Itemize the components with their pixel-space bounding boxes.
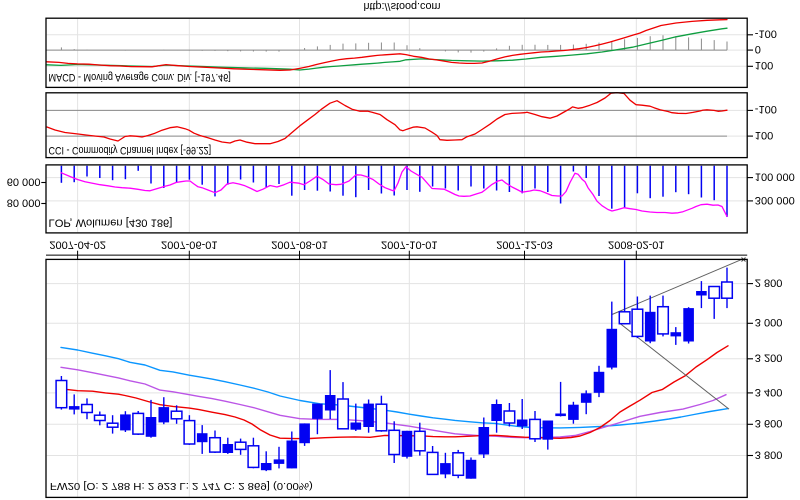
svg-text:0: 0 [755,43,761,55]
svg-text:LOP, Wolumen [430 186]: LOP, Wolumen [430 186] [49,216,173,228]
svg-text:3 200: 3 200 [755,352,783,364]
svg-text:100: 100 [755,129,773,141]
svg-text:2007-04-02: 2007-04-02 [49,238,106,250]
svg-text:FW20 [O: 2 788 H: 2 923 L: 2: FW20 [O: 2 788 H: 2 923 L: 2 747 C: 2 86… [50,480,313,491]
svg-text:3 400: 3 400 [755,386,783,398]
svg-text:60 000: 60 000 [7,175,41,187]
svg-text:3 800: 3 800 [755,448,783,460]
svg-text:http://stooq.com: http://stooq.com [364,0,441,12]
svg-text:100 000: 100 000 [755,170,795,182]
svg-text:3 000: 3 000 [755,316,783,328]
svg-text:2007-06-01: 2007-06-01 [161,238,218,250]
svg-text:300 000: 300 000 [755,194,795,206]
svg-text:2008-02-01: 2008-02-01 [608,238,665,250]
svg-text:100: 100 [755,59,773,71]
svg-text:-100: -100 [755,28,777,40]
svg-text:80 000: 80 000 [7,196,41,208]
svg-text:MACD - Moving Average Conv. Di: MACD - Moving Average Conv. Div. [-197.4… [49,70,231,82]
svg-text:-100: -100 [755,103,777,115]
svg-text:2007-08-01: 2007-08-01 [271,238,328,250]
svg-text:2007-12-03: 2007-12-03 [496,238,553,250]
svg-text:CCI - Commodity Channel Index: CCI - Commodity Channel Index [-99.22] [49,144,212,156]
svg-text:2007-10-01: 2007-10-01 [381,238,438,250]
svg-text:3 600: 3 600 [755,417,783,429]
svg-text:2 800: 2 800 [755,276,783,288]
